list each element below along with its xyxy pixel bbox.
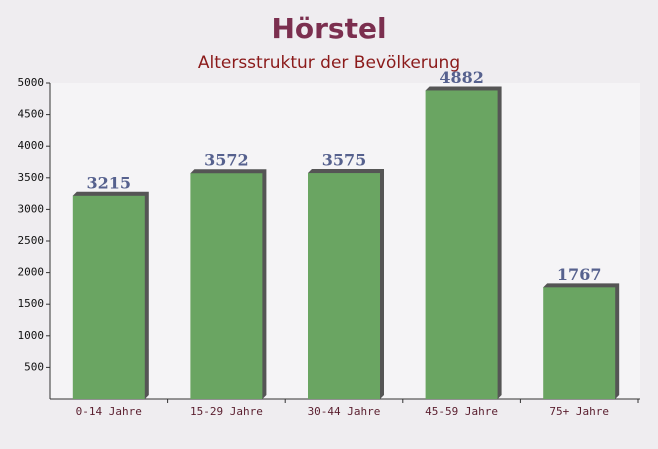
bar xyxy=(72,195,145,399)
x-tick-label: 75+ Jahre xyxy=(549,405,609,418)
value-label: 1767 xyxy=(557,265,602,284)
value-label: 3215 xyxy=(87,173,132,192)
y-tick-label: 2500 xyxy=(18,234,45,247)
y-tick-label: 5000 xyxy=(18,76,45,89)
bar xyxy=(308,173,380,399)
x-tick-label: 30-44 Jahre xyxy=(308,405,381,418)
y-tick-label: 3000 xyxy=(18,202,45,215)
y-tick-label: 500 xyxy=(24,360,44,373)
x-tick-label: 45-59 Jahre xyxy=(425,405,498,418)
value-label: 3572 xyxy=(204,151,249,170)
y-tick-label: 2000 xyxy=(18,266,45,279)
bar xyxy=(543,287,616,399)
x-tick-label: 15-29 Jahre xyxy=(190,405,263,418)
chart-title: Hörstel xyxy=(271,12,386,45)
chart-subtitle: Altersstruktur der Bevölkerung xyxy=(198,53,460,73)
y-tick-label: 1000 xyxy=(18,329,45,342)
bar xyxy=(425,90,498,399)
y-tick-label: 1500 xyxy=(18,297,45,310)
y-tick-label: 3500 xyxy=(18,171,45,184)
y-tick-label: 4500 xyxy=(18,108,45,121)
value-label: 4882 xyxy=(439,68,484,87)
x-tick-label: 0-14 Jahre xyxy=(76,405,142,418)
y-tick-label: 4000 xyxy=(18,139,45,152)
value-label: 3575 xyxy=(322,151,367,170)
bar xyxy=(190,173,263,399)
